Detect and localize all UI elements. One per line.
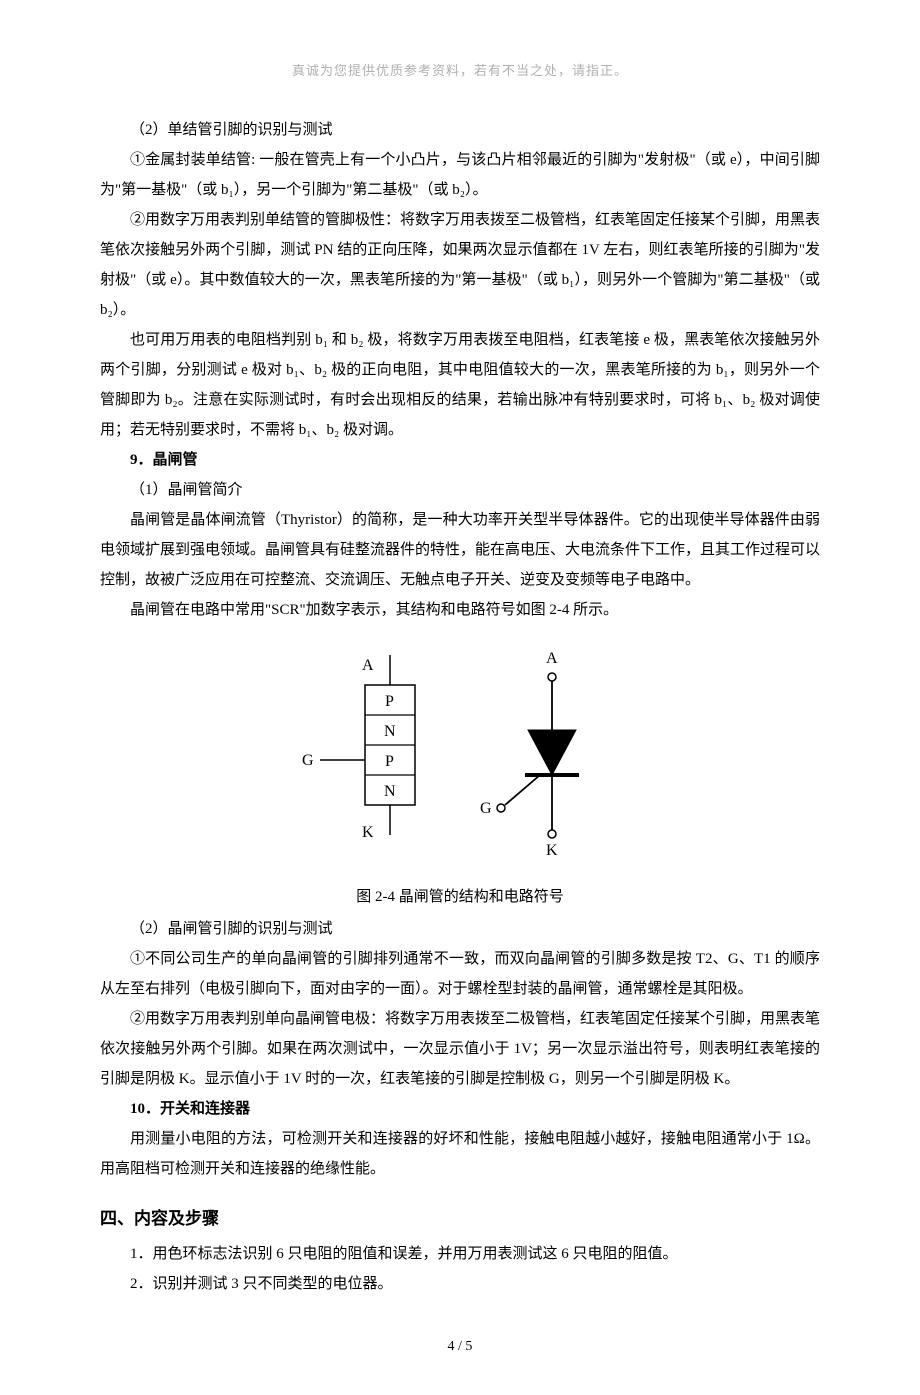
paragraph-9-4: ②用数字万用表判别单向晶闸管电极：将数字万用表拨至二极管档，红表笔固定任接某个引…: [100, 1004, 820, 1094]
paragraph-10-1: 用测量小电阻的方法，可检测开关和连接器的好坏和性能，接触电阻越小越好，接触电阻通…: [100, 1124, 820, 1184]
paragraph-9-3: ①不同公司生产的单向晶闸管的引脚排列通常不一致，而双向晶闸管的引脚多数是按 T2…: [100, 944, 820, 1004]
svg-text:K: K: [362, 824, 374, 841]
svg-text:N: N: [384, 783, 396, 800]
svg-text:P: P: [385, 753, 394, 770]
paragraph-9-2: 晶闸管在电路中常用"SCR"加数字表示，其结构和电路符号如图 2-4 所示。: [100, 595, 820, 625]
paragraph-2-2: ②用数字万用表判别单结管的管脚极性：将数字万用表拨至二极管档，红表笔固定任接某个…: [100, 205, 820, 325]
svg-text:G: G: [302, 752, 314, 769]
header-disclaimer: 真诚为您提供优质参考资料，若有不当之处，请指正。: [100, 60, 820, 79]
section-10-title: 10．开关和连接器: [100, 1094, 820, 1124]
paragraph-2-1: ①金属封装单结管: 一般在管壳上有一个小凸片，与该凸片相邻最近的引脚为"发射极"…: [100, 145, 820, 205]
paragraph-9-1: 晶闸管是晶体闸流管（Thyristor）的简称，是一种大功率开关型半导体器件。它…: [100, 505, 820, 595]
step-1: 1．用色环标志法识别 6 只电阻的阻值和误差，并用万用表测试这 6 只电阻的阻值…: [100, 1239, 820, 1269]
document-page: 真诚为您提供优质参考资料，若有不当之处，请指正。 （2）单结管引脚的识别与测试 …: [0, 0, 920, 1395]
section-9-title: 9．晶闸管: [100, 445, 820, 475]
subsection-9-1: （1）晶闸管简介: [100, 475, 820, 505]
svg-text:G: G: [480, 800, 492, 817]
figure-2-4-caption: 图 2-4 晶闸管的结构和电路符号: [100, 885, 820, 906]
svg-text:N: N: [384, 723, 396, 740]
section-4-heading: 四、内容及步骤: [100, 1204, 820, 1229]
thyristor-diagram: A P N P N G K A: [290, 645, 630, 875]
svg-text:A: A: [362, 657, 374, 674]
page-number: 4 / 5: [100, 1339, 820, 1355]
figure-2-4: A P N P N G K A: [100, 645, 820, 875]
subsection-2-title: （2）单结管引脚的识别与测试: [100, 115, 820, 145]
svg-text:K: K: [546, 842, 558, 859]
svg-text:P: P: [385, 693, 394, 710]
subsection-9-2: （2）晶闸管引脚的识别与测试: [100, 914, 820, 944]
paragraph-2-3: 也可用万用表的电阻档判别 b₁ 和 b₂ 极，将数字万用表拨至电阻档，红表笔接 …: [100, 325, 820, 445]
svg-text:A: A: [546, 650, 558, 667]
step-2: 2．识别并测试 3 只不同类型的电位器。: [100, 1269, 820, 1299]
